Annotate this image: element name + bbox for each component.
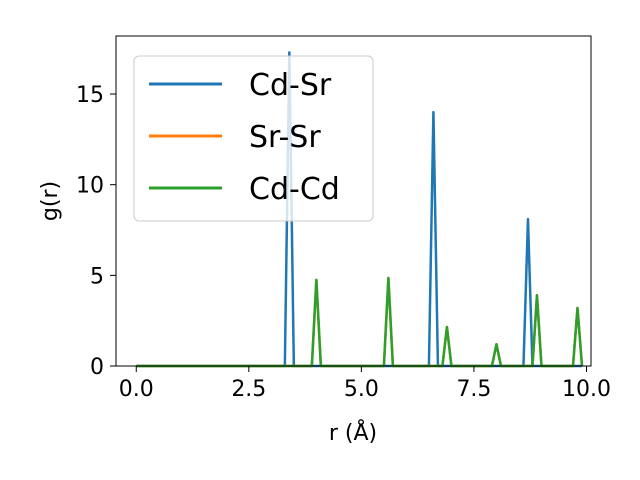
legend-label: Cd-Cd [249,172,340,207]
y-axis: 0 5 10 15 [76,83,116,380]
y-axis-label: g(r) [38,181,63,221]
legend-label: Sr-Sr [249,120,321,155]
y-tick-label: 5 [90,264,104,289]
y-tick-label: 10 [76,174,104,199]
legend-label: Cd-Sr [249,68,332,103]
axes-frame [115,35,592,367]
x-tick-label: 2.5 [231,377,266,402]
x-tick-label: 5.0 [344,377,379,402]
legend-box [133,55,374,222]
legend: Cd-Sr Sr-Sr Cd-Cd [133,55,374,222]
x-axis: 0.0 2.5 5.0 7.5 10.0 [119,366,611,402]
x-tick-label: 7.5 [456,377,491,402]
x-axis-label: r (Å) [329,419,377,446]
x-tick-label: 0.0 [119,377,154,402]
x-tick-label: 10.0 [562,377,611,402]
y-tick-label: 15 [76,83,104,108]
y-tick-label: 0 [90,355,104,380]
